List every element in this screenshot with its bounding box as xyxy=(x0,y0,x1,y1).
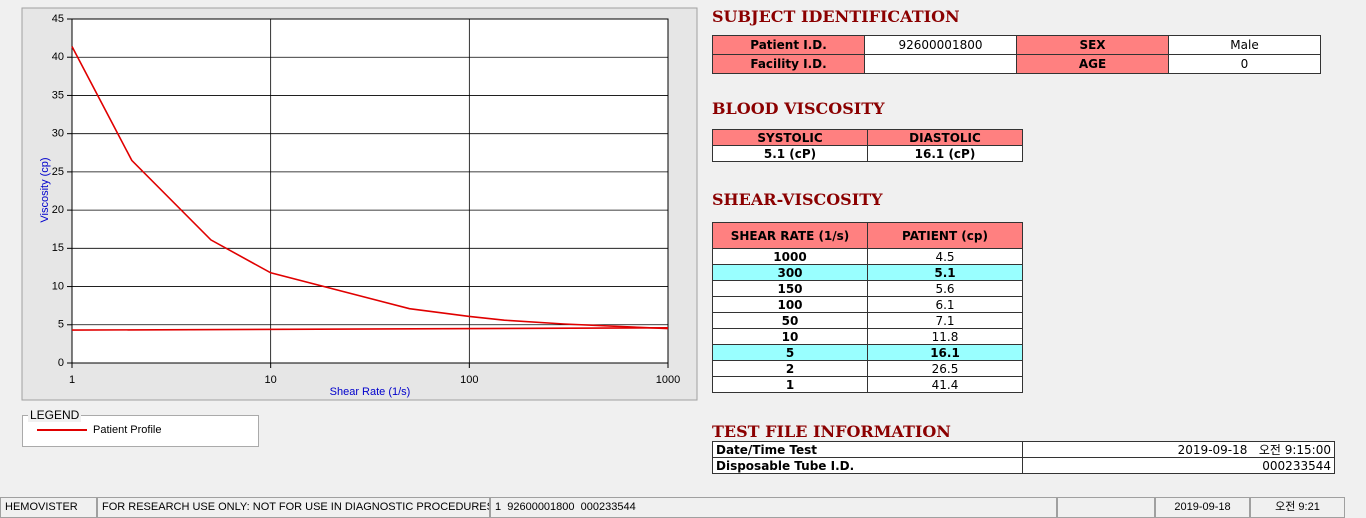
value-cell: 1000 xyxy=(712,248,868,265)
value-cell: 26.5 xyxy=(867,360,1023,377)
value-cell: 1 xyxy=(712,376,868,393)
section-title: SUBJECT IDENTIFICATION xyxy=(712,7,960,26)
section-title: SHEAR-VISCOSITY xyxy=(712,190,883,209)
y-tick-label: 10 xyxy=(52,280,64,292)
section-title: BLOOD VISCOSITY xyxy=(712,99,885,118)
value-cell: 50 xyxy=(712,312,868,329)
series-line xyxy=(71,327,669,331)
value-cell: 16.1 xyxy=(867,344,1023,361)
value-cell: 6.1 xyxy=(867,296,1023,313)
value-cell: 11.8 xyxy=(867,328,1023,345)
x-tick-label: 10 xyxy=(265,374,277,386)
status-cell: 오전 9:21 xyxy=(1250,497,1345,518)
value-cell: 150 xyxy=(712,280,868,297)
value-cell: 5.6 xyxy=(867,280,1023,297)
value-cell: 5.1 (cP) xyxy=(712,145,868,162)
label-cell: Disposable Tube I.D. xyxy=(712,457,1023,474)
y-tick-label: 0 xyxy=(58,357,64,369)
y-tick-label: 35 xyxy=(52,89,64,101)
value-cell: 41.4 xyxy=(867,376,1023,393)
status-cell: 2019-09-18 xyxy=(1155,497,1250,518)
value-cell: Male xyxy=(1168,35,1321,55)
y-axis-label: Viscosity (cp) xyxy=(39,157,51,222)
value-cell: 4.5 xyxy=(867,248,1023,265)
value-cell xyxy=(864,54,1017,74)
value-cell: 2 xyxy=(712,360,868,377)
section-title: TEST FILE INFORMATION xyxy=(712,422,951,441)
header-cell: SYSTOLIC xyxy=(712,129,868,146)
y-tick-label: 30 xyxy=(52,128,64,140)
header-cell: PATIENT (cp) xyxy=(867,222,1023,249)
legend-entries: Patient Profile xyxy=(37,424,161,436)
header-cell: DIASTOLIC xyxy=(867,129,1023,146)
value-cell: 10 xyxy=(712,328,868,345)
x-tick-label: 1000 xyxy=(656,374,680,386)
status-cell: HEMOVISTER xyxy=(0,497,97,518)
value-cell: 5.1 xyxy=(867,264,1023,281)
status-cell: 1 92600001800 000233544 xyxy=(490,497,1057,518)
header-cell: Patient I.D. xyxy=(712,35,865,55)
y-tick-label: 20 xyxy=(52,204,64,216)
label-cell: Date/Time Test xyxy=(712,441,1023,458)
status-cell xyxy=(1057,497,1155,518)
value-cell: 7.1 xyxy=(867,312,1023,329)
header-cell: Facility I.D. xyxy=(712,54,865,74)
y-tick-label: 45 xyxy=(52,13,64,25)
x-tick-label: 100 xyxy=(460,374,478,386)
plot-area xyxy=(71,18,669,364)
value-cell: 0 xyxy=(1168,54,1321,74)
value-cell: 000233544 xyxy=(1022,457,1335,474)
header-cell: SHEAR RATE (1/s) xyxy=(712,222,868,249)
chart: Shear Rate (1/s) Viscosity (cp) 0 5 10 15 20… xyxy=(21,7,698,401)
value-cell: 100 xyxy=(712,296,868,313)
value-cell: 16.1 (cP) xyxy=(867,145,1023,162)
legend-label: Patient Profile xyxy=(93,424,161,436)
legend-title: LEGEND xyxy=(28,408,82,422)
value-cell: 300 xyxy=(712,264,868,281)
x-axis-label: Shear Rate (1/s) xyxy=(330,386,411,398)
x-tick-label: 1 xyxy=(69,374,75,386)
series-line xyxy=(71,46,669,330)
y-tick-label: 40 xyxy=(52,51,64,63)
header-cell: AGE xyxy=(1016,54,1169,74)
y-tick-label: 15 xyxy=(52,242,64,254)
y-tick-label: 5 xyxy=(58,319,64,331)
value-cell: 92600001800 xyxy=(864,35,1017,55)
status-cell: FOR RESEARCH USE ONLY: NOT FOR USE IN DI… xyxy=(97,497,490,518)
header-cell: SEX xyxy=(1016,35,1169,55)
y-tick-label: 25 xyxy=(52,166,64,178)
value-cell: 2019-09-18 오전 9:15:00 xyxy=(1022,441,1335,458)
value-cell: 5 xyxy=(712,344,868,361)
